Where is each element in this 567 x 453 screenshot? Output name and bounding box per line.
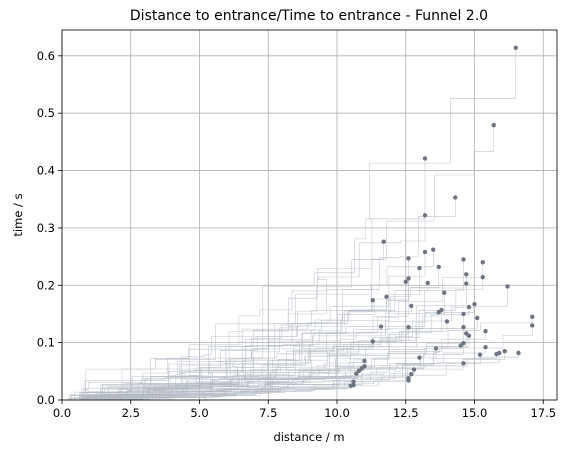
endpoint-point (431, 247, 436, 252)
trajectory-trace (62, 373, 357, 401)
endpoint-point (466, 333, 472, 338)
trajectory-trace (62, 292, 445, 401)
x-tick-label: 5.0 (190, 406, 208, 420)
trajectory-trace (62, 335, 470, 401)
endpoint-point (354, 371, 359, 376)
endpoint-point (409, 303, 414, 309)
y-tick-label: 0.2 (37, 278, 55, 292)
endpoint-point (477, 352, 483, 357)
endpoint-point (505, 284, 510, 289)
endpoint-point (464, 281, 469, 286)
endpoint-point (464, 272, 469, 277)
trajectory-trace (62, 283, 467, 401)
x-tick-label: 2.5 (122, 406, 140, 420)
endpoint-point (384, 294, 389, 299)
trajectory-trace (62, 366, 365, 401)
trajectory-trace (62, 281, 407, 401)
y-axis: 0.0 0.1 0.2 0.3 0.4 0.5 0.6 (37, 49, 62, 407)
trajectory-trace (62, 125, 495, 401)
y-tick-label: 0.5 (37, 106, 55, 120)
endpoint-point (422, 249, 428, 255)
endpoint-point (409, 371, 414, 377)
trajectory-trace (62, 283, 429, 401)
endpoint-point (348, 383, 353, 388)
endpoint-point (370, 339, 375, 344)
x-tick-label: 0.0 (53, 406, 71, 420)
endpoint-point (433, 346, 439, 351)
endpoint-point (442, 290, 447, 295)
chart-title: Distance to entrance/Time to entrance - … (130, 8, 488, 24)
endpoint-point (436, 310, 441, 315)
x-tick-label: 10.0 (324, 406, 350, 420)
y-tick-label: 0.3 (37, 221, 55, 235)
endpoint-point (513, 45, 518, 50)
endpoint-point (425, 280, 430, 286)
x-axis: 0.0 2.5 5.0 7.5 10.0 12.5 15.0 17.5 (53, 400, 556, 420)
endpoint-point (461, 361, 466, 366)
endpoint-markers (348, 45, 535, 388)
endpoint-point (362, 358, 367, 364)
x-axis-label: distance / m (273, 430, 344, 444)
x-tick-label: 17.5 (530, 406, 556, 420)
y-tick-label: 0.1 (37, 336, 55, 350)
endpoint-point (406, 276, 411, 281)
endpoint-point (356, 368, 362, 373)
endpoint-point (417, 265, 422, 271)
endpoint-point (530, 323, 535, 328)
endpoint-point (403, 279, 408, 285)
y-axis-label: time / s (11, 193, 25, 236)
trajectory-trace (62, 341, 374, 401)
endpoint-point (406, 378, 411, 383)
endpoint-point (461, 324, 466, 330)
endpoint-point (422, 156, 428, 161)
endpoint-point (461, 257, 466, 262)
y-tick-label: 0.4 (37, 164, 55, 178)
plot-frame (61, 29, 558, 401)
endpoint-point (497, 350, 502, 356)
y-tick-label: 0.6 (37, 49, 55, 63)
endpoint-point (378, 324, 384, 329)
endpoint-point (351, 379, 356, 384)
endpoint-point (530, 314, 535, 320)
endpoint-point (461, 311, 466, 317)
trajectory-traces (62, 47, 533, 401)
endpoint-point (516, 350, 521, 356)
trajectory-trace (62, 348, 437, 401)
endpoint-point (406, 256, 411, 261)
endpoint-point (417, 355, 422, 360)
endpoint-point (472, 302, 477, 307)
endpoint-point (480, 275, 485, 280)
endpoint-point (381, 239, 386, 244)
y-tick-label: 0.0 (37, 393, 55, 407)
endpoint-point (502, 349, 507, 354)
trajectory-trace (62, 197, 456, 401)
endpoint-point (475, 315, 480, 321)
endpoint-point (370, 297, 375, 303)
trajectory-trace (62, 385, 352, 401)
endpoint-point (422, 213, 428, 218)
trajectory-trace (62, 361, 365, 401)
trajectory-trace (62, 241, 384, 401)
x-tick-label: 12.5 (393, 406, 419, 420)
endpoint-point (483, 345, 488, 350)
grid (61, 30, 557, 401)
endpoint-point (480, 260, 485, 265)
x-tick-label: 7.5 (259, 406, 277, 420)
endpoint-point (436, 264, 441, 270)
x-tick-label: 15.0 (462, 406, 488, 420)
endpoint-point (466, 304, 472, 310)
endpoint-point (458, 343, 463, 348)
endpoint-point (444, 319, 450, 324)
endpoint-point (453, 195, 458, 200)
endpoint-point (411, 367, 417, 372)
trajectory-trace (62, 300, 374, 401)
endpoint-point (491, 123, 496, 128)
endpoint-point (483, 328, 488, 334)
endpoint-point (406, 324, 411, 330)
